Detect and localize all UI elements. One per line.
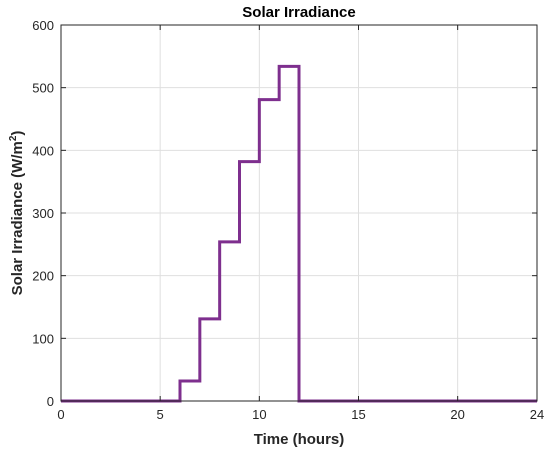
y-tick-label: 500 bbox=[32, 81, 54, 96]
y-tick-label: 600 bbox=[32, 18, 54, 33]
y-tick-label: 400 bbox=[32, 143, 54, 158]
y-tick-label: 200 bbox=[32, 269, 54, 284]
y-tick-label: 300 bbox=[32, 206, 54, 221]
x-tick-label: 15 bbox=[351, 407, 365, 422]
y-tick-label: 100 bbox=[32, 331, 54, 346]
y-axis-title-close: ) bbox=[9, 131, 26, 136]
x-tick-label: 20 bbox=[450, 407, 464, 422]
y-axis-title: Solar Irradiance (W/m2) bbox=[8, 131, 26, 296]
x-tick-label: 10 bbox=[252, 407, 266, 422]
ticks: 0 5 10 15 20 24 0 100 200 300 400 500 600 bbox=[32, 18, 544, 422]
y-tick-label: 0 bbox=[47, 394, 54, 409]
x-tick-label: 0 bbox=[57, 407, 64, 422]
chart-title: Solar Irradiance bbox=[242, 4, 355, 21]
y-axis-title-superscript: 2 bbox=[8, 135, 19, 141]
y-axis-title-main: Solar Irradiance (W/m bbox=[9, 141, 26, 295]
series-line bbox=[61, 64, 537, 403]
series-layer bbox=[61, 64, 537, 403]
x-tick-label: 24 bbox=[530, 407, 544, 422]
x-tick-label: 5 bbox=[157, 407, 164, 422]
x-axis-title: Time (hours) bbox=[254, 431, 345, 448]
